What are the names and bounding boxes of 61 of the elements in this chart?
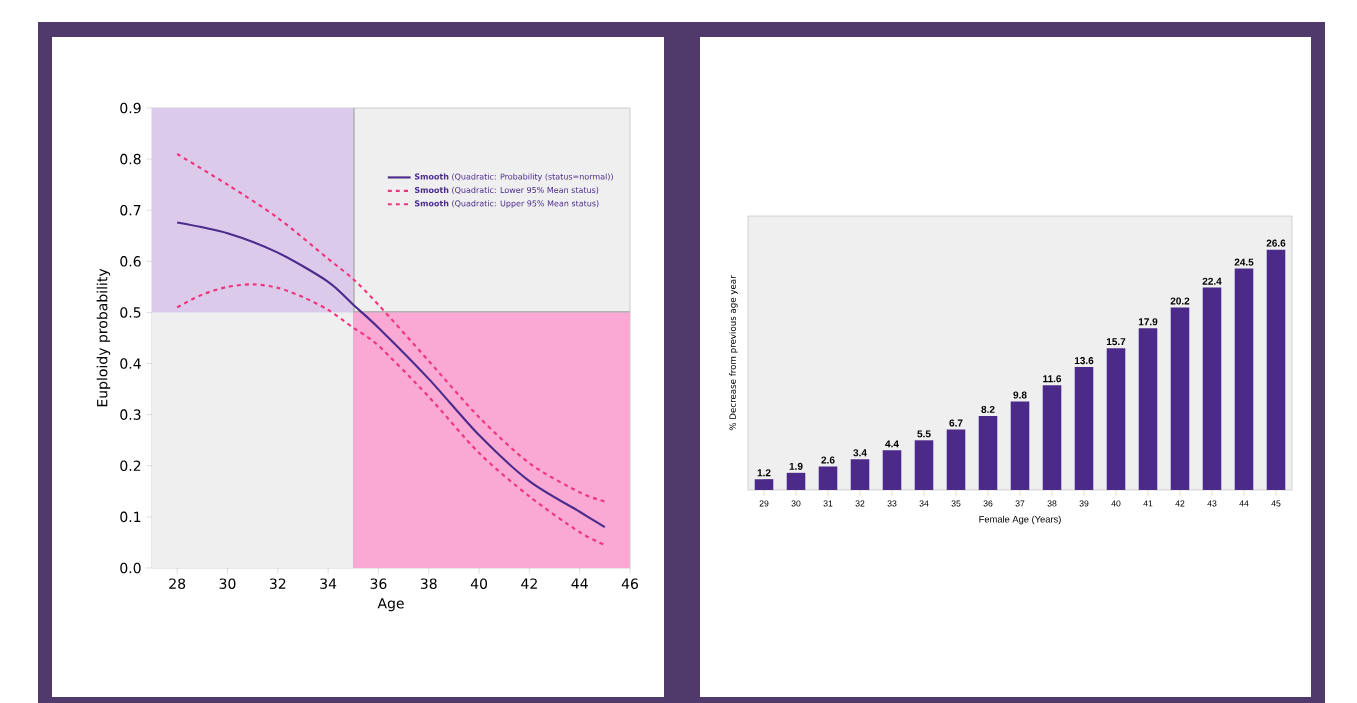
x-tick-label: 28 [169, 578, 186, 589]
y-tick-label: 0.2 [120, 460, 141, 472]
data-label: 2.6 [821, 456, 835, 464]
data-label: 24.5 [1234, 258, 1254, 266]
data-label: 1.9 [789, 462, 803, 470]
data-label: 17.9 [1138, 318, 1158, 326]
data-label: 11.6 [1043, 375, 1062, 383]
x-tick-label: 31 [823, 500, 833, 507]
x-tick-label: 42 [1175, 500, 1185, 507]
x-tick-label: 32 [855, 500, 865, 507]
x-tick-label: 46 [621, 578, 639, 589]
y-tick-label: 0.5 [120, 307, 141, 318]
y-tick-label: 0.1 [120, 511, 141, 523]
x-tick-label: 40 [470, 578, 488, 589]
x-tick-label: 34 [919, 500, 929, 507]
x-tick-label: 40 [1111, 500, 1121, 507]
data-label: 5.5 [917, 430, 931, 438]
legend-label: Smooth (Quadratic: Lower 95% Mean status) [414, 186, 599, 194]
y-tick-label: 0.3 [120, 409, 141, 420]
x-tick-label: 44 [1239, 500, 1249, 507]
data-label: 15.7 [1106, 338, 1126, 346]
x-axis-title: Female Age (Years) [979, 515, 1061, 525]
y-tick-label: 0.6 [120, 256, 141, 267]
x-tick-label: 45 [1271, 500, 1281, 507]
y-tick-label: 0.9 [120, 102, 141, 114]
x-tick-label: 30 [791, 500, 801, 507]
x-tick-label: 38 [1047, 500, 1057, 507]
x-tick-label: 44 [571, 578, 588, 589]
x-tick-label: 42 [521, 578, 537, 589]
x-tick-label: 36 [983, 500, 993, 507]
x-tick-label: 36 [370, 578, 387, 589]
y-tick-label: 0.8 [120, 153, 141, 165]
x-tick-label: 30 [219, 578, 236, 589]
x-tick-label: 38 [420, 578, 437, 589]
y-tick-label: 0.0 [120, 562, 141, 574]
legend-label: Smooth (Quadratic: Probability (status=normal)) [414, 173, 613, 182]
x-tick-label: 39 [1079, 500, 1089, 507]
x-tick-label: 29 [759, 500, 769, 507]
x-tick-label: 43 [1207, 500, 1217, 507]
x-tick-label: 37 [1015, 500, 1025, 507]
data-label: 9.8 [1013, 391, 1027, 399]
y-tick-label: 0.4 [120, 358, 141, 369]
x-tick-label: 32 [269, 578, 286, 589]
data-label: 1.2 [757, 469, 771, 477]
data-label: 20.2 [1170, 297, 1190, 305]
data-label: 3.4 [853, 449, 867, 457]
x-tick-label: 33 [887, 500, 897, 507]
legend-label: Smooth (Quadratic: Upper 95% Mean status) [414, 200, 599, 208]
data-label: 13.6 [1074, 357, 1094, 365]
data-label: 6.7 [949, 419, 963, 427]
data-label: 22.4 [1202, 277, 1222, 285]
data-label: 8.2 [981, 405, 995, 413]
y-axis-title: % Decrease from previous age year [729, 275, 738, 431]
data-label: 4.4 [885, 440, 899, 448]
x-axis-title: Age [377, 598, 404, 612]
x-tick-label: 34 [320, 578, 337, 589]
data-label: 26.6 [1266, 239, 1286, 247]
x-tick-label: 41 [1143, 500, 1153, 507]
y-tick-label: 0.7 [120, 204, 141, 216]
x-tick-label: 35 [951, 500, 961, 507]
y-axis-title: Euploidy probability [96, 268, 111, 407]
